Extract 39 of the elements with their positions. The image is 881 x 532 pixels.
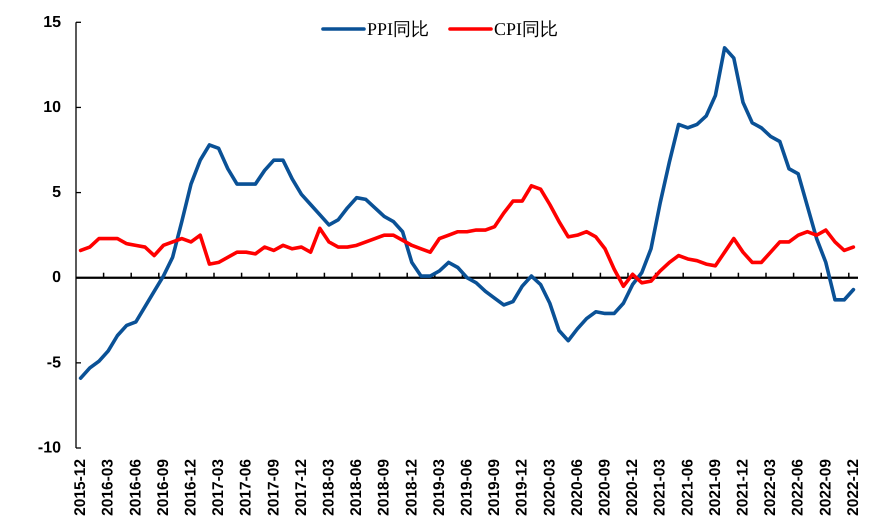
x-tick-label: 2018-03	[320, 458, 338, 516]
x-tick-label: 2021-12	[734, 459, 752, 516]
x-tick-label: 2021-03	[652, 458, 669, 516]
x-tick-label: 2018-06	[348, 458, 366, 516]
y-tick-label: -10	[38, 440, 62, 456]
x-tick-label: 2017-12	[292, 459, 310, 516]
x-tick-label: 2016-06	[127, 458, 144, 516]
x-tick-label: 2018-09	[376, 458, 393, 516]
x-tick-label: 2019-12	[514, 459, 531, 516]
legend-label: PPI同比	[366, 19, 429, 39]
x-tick-label: 2017-06	[238, 458, 255, 516]
y-tick-label: 10	[43, 98, 62, 116]
x-tick-label: 2017-09	[265, 458, 282, 516]
line-series	[78, 46, 856, 380]
x-tick-label: 2019-09	[486, 458, 504, 516]
x-tick-label: 2021-09	[706, 458, 724, 516]
x-tick-label: 2016-09	[154, 458, 172, 516]
y-tick-label: -5	[46, 354, 62, 372]
x-tick-label: 2016-03	[100, 458, 117, 516]
x-tick-label: 2020-03	[541, 458, 558, 516]
x-tick-label: 2021-06	[679, 458, 696, 516]
x-tick-label: 2015-12	[72, 459, 90, 516]
x-tick-label: 2020-06	[568, 458, 586, 516]
y-tick-label: 5	[52, 184, 62, 202]
x-tick-label: 2019-06	[458, 458, 476, 516]
x-tick-label: 2018-12	[403, 459, 420, 516]
x-tick-label: 2022-03	[762, 458, 780, 516]
legend-label: CPI同比	[494, 19, 558, 39]
x-tick-label: 2022-06	[790, 458, 807, 516]
y-tick-label: 15	[43, 14, 62, 31]
x-tick-label: 2016-12	[182, 459, 200, 516]
x-tick-label: 2022-09	[817, 458, 834, 516]
x-tick-label: 2022-12	[844, 459, 862, 516]
x-tick-label: 2020-12	[624, 459, 642, 516]
x-tick-label: 2017-03	[210, 458, 228, 516]
x-tick-label: 2020-09	[596, 458, 614, 516]
y-tick-label: 0	[52, 269, 62, 286]
line-series	[78, 184, 856, 288]
x-tick-label: 2019-03	[430, 458, 448, 516]
